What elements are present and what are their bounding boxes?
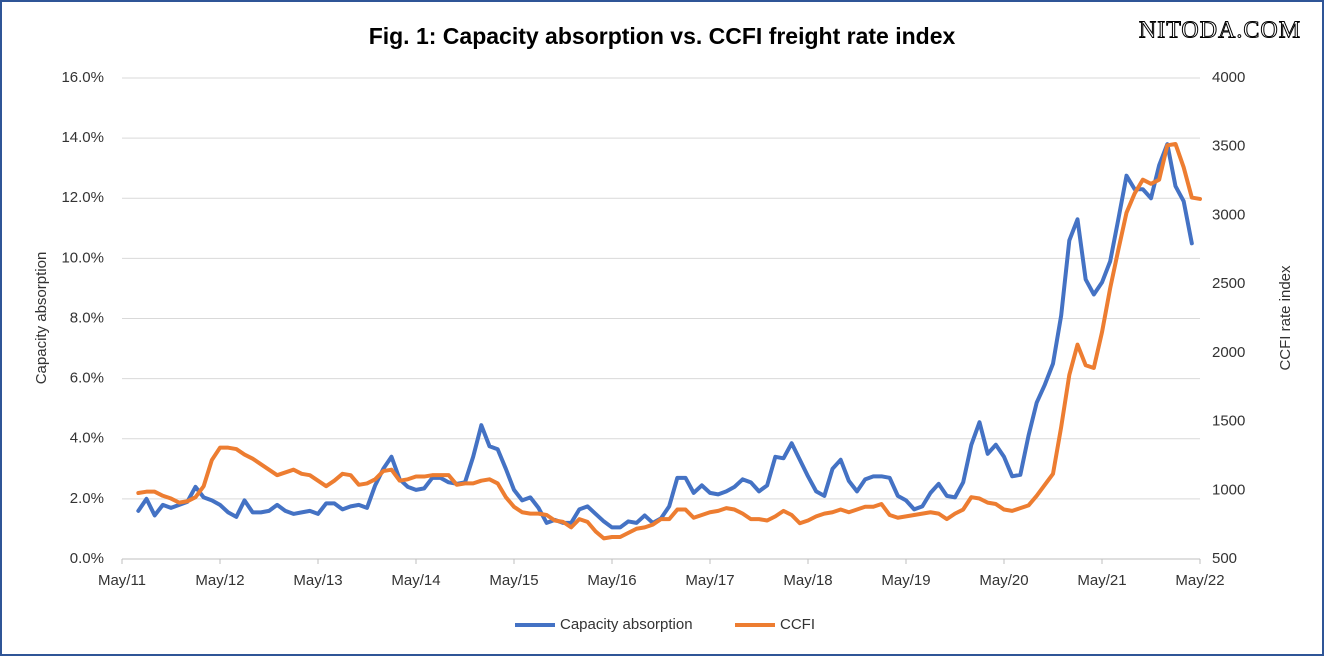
- y-tick-label: 6.0%: [70, 370, 104, 387]
- y2-tick-label: 1500: [1212, 413, 1245, 430]
- y-tick-label: 0.0%: [70, 550, 104, 567]
- y2-tick-label: 1000: [1212, 481, 1245, 498]
- y-tick-label: 2.0%: [70, 490, 104, 507]
- x-tick-label: May/15: [489, 572, 538, 589]
- x-tick-label: May/17: [685, 572, 734, 589]
- legend-label: CCFI: [780, 616, 815, 633]
- y2-tick-label: 3000: [1212, 206, 1245, 223]
- watermark: NITODA.COM: [1139, 18, 1301, 44]
- y2-tick-label: 3500: [1212, 138, 1245, 155]
- y-tick-label: 10.0%: [61, 249, 104, 266]
- y-tick-label: 16.0%: [61, 69, 104, 86]
- x-tick-label: May/22: [1175, 572, 1224, 589]
- x-tick-label: May/20: [979, 572, 1028, 589]
- x-tick-label: May/21: [1077, 572, 1126, 589]
- y-tick-label: 14.0%: [61, 129, 104, 146]
- y2-tick-label: 2500: [1212, 275, 1245, 292]
- y2-axis-title: CCFI rate index: [1277, 265, 1294, 371]
- x-tick-label: May/18: [783, 572, 832, 589]
- y2-tick-label: 500: [1212, 550, 1237, 567]
- x-tick-label: May/16: [587, 572, 636, 589]
- x-tick-label: May/11: [98, 572, 146, 589]
- series-line: [136, 141, 1202, 541]
- chart-title: Fig. 1: Capacity absorption vs. CCFI fre…: [369, 23, 956, 49]
- y-tick-label: 4.0%: [70, 430, 104, 447]
- y-tick-label: 12.0%: [61, 189, 104, 206]
- x-tick-label: May/12: [195, 572, 244, 589]
- y2-tick-label: 2000: [1212, 344, 1245, 361]
- x-tick-label: May/14: [391, 572, 440, 589]
- x-tick-label: May/19: [881, 572, 930, 589]
- y2-tick-label: 4000: [1212, 69, 1245, 86]
- legend-label: Capacity absorption: [560, 616, 693, 633]
- series-line: [136, 142, 1194, 530]
- x-tick-label: May/13: [293, 572, 342, 589]
- y-tick-label: 8.0%: [70, 309, 104, 326]
- y-axis-title: Capacity absorption: [33, 252, 50, 385]
